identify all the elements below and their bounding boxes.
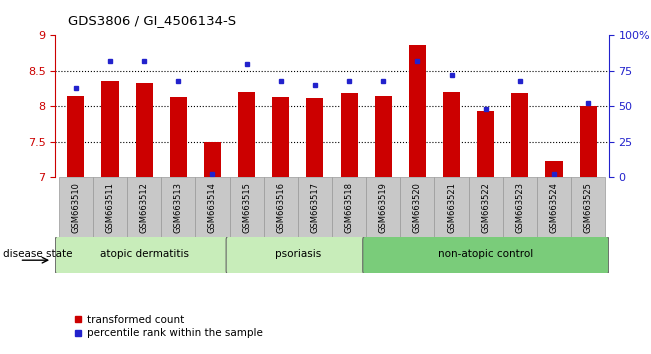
- Bar: [102, 81, 118, 177]
- Bar: [443, 92, 460, 177]
- Bar: [264, 177, 298, 237]
- Bar: [375, 96, 392, 177]
- Bar: [238, 92, 255, 177]
- Bar: [409, 45, 426, 177]
- Text: GSM663513: GSM663513: [174, 182, 183, 233]
- Legend: transformed count, percentile rank within the sample: transformed count, percentile rank withi…: [74, 315, 263, 338]
- Text: GSM663510: GSM663510: [72, 182, 80, 233]
- Bar: [503, 177, 537, 237]
- Text: psoriasis: psoriasis: [275, 249, 321, 259]
- Bar: [93, 177, 127, 237]
- FancyBboxPatch shape: [55, 236, 233, 274]
- Bar: [127, 177, 161, 237]
- Text: GSM663522: GSM663522: [481, 182, 490, 233]
- Bar: [298, 177, 332, 237]
- Text: GSM663523: GSM663523: [516, 182, 524, 233]
- FancyBboxPatch shape: [363, 236, 609, 274]
- Text: atopic dermatitis: atopic dermatitis: [100, 249, 189, 259]
- Bar: [59, 177, 93, 237]
- Text: GSM663520: GSM663520: [413, 182, 422, 233]
- Text: GSM663516: GSM663516: [276, 182, 285, 233]
- Bar: [67, 96, 85, 177]
- Text: GSM663515: GSM663515: [242, 182, 251, 233]
- Bar: [400, 177, 434, 237]
- Text: GSM663514: GSM663514: [208, 182, 217, 233]
- Text: GSM663525: GSM663525: [584, 182, 592, 233]
- Bar: [434, 177, 469, 237]
- Bar: [332, 177, 366, 237]
- FancyBboxPatch shape: [226, 236, 370, 274]
- Bar: [195, 177, 230, 237]
- Bar: [170, 97, 187, 177]
- Text: GSM663511: GSM663511: [105, 182, 115, 233]
- Text: disease state: disease state: [3, 249, 73, 259]
- Text: GSM663519: GSM663519: [379, 182, 388, 233]
- Bar: [579, 106, 597, 177]
- Bar: [307, 98, 324, 177]
- Bar: [135, 83, 153, 177]
- Text: GSM663518: GSM663518: [344, 182, 353, 233]
- Text: GSM663512: GSM663512: [140, 182, 148, 233]
- Bar: [469, 177, 503, 237]
- Bar: [511, 93, 529, 177]
- Text: GSM663521: GSM663521: [447, 182, 456, 233]
- Bar: [366, 177, 400, 237]
- Bar: [537, 177, 571, 237]
- Text: GSM663517: GSM663517: [311, 182, 320, 233]
- Bar: [546, 161, 562, 177]
- Bar: [272, 97, 289, 177]
- Bar: [204, 142, 221, 177]
- Bar: [477, 111, 494, 177]
- Text: GDS3806 / GI_4506134-S: GDS3806 / GI_4506134-S: [68, 14, 236, 27]
- Text: non-atopic control: non-atopic control: [438, 249, 533, 259]
- Bar: [161, 177, 195, 237]
- Bar: [340, 93, 357, 177]
- Bar: [230, 177, 264, 237]
- Bar: [571, 177, 605, 237]
- Text: GSM663524: GSM663524: [549, 182, 559, 233]
